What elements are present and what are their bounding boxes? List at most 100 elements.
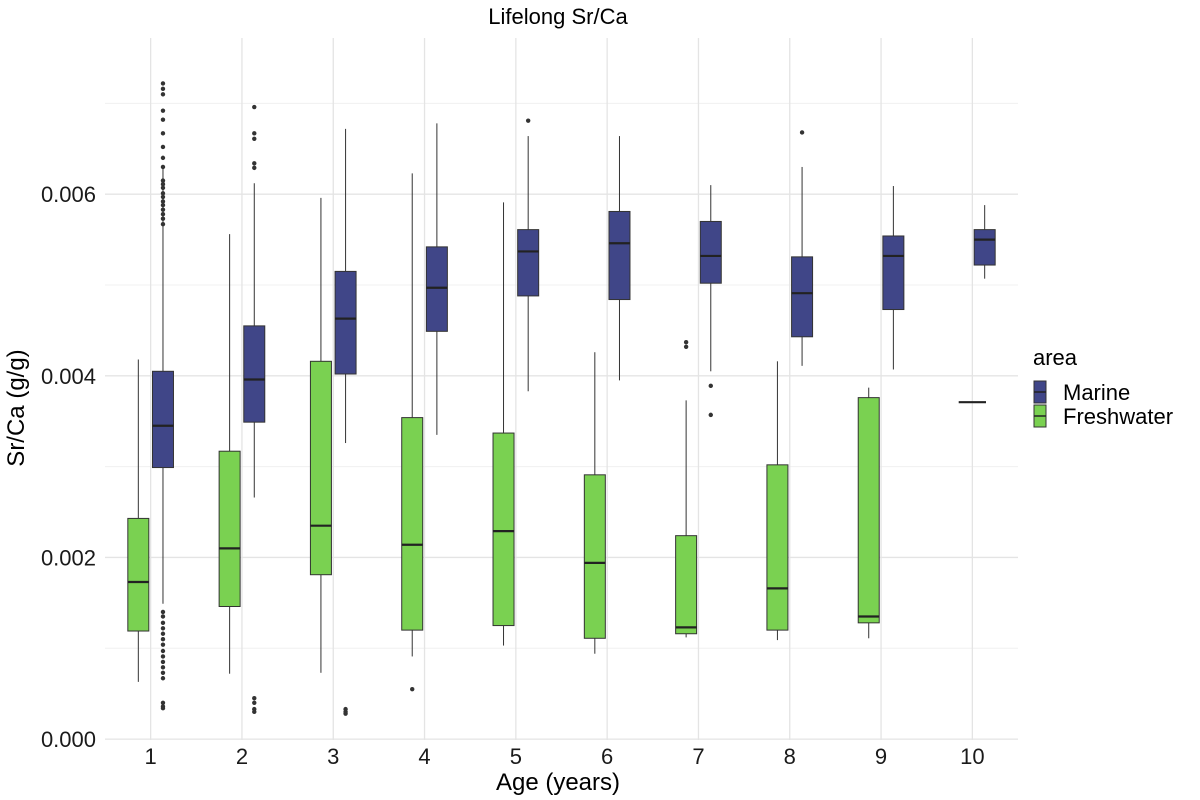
x-tick-label: 5 [510,744,522,769]
box-body [675,535,698,635]
y-tick-label: 0.006 [41,182,96,207]
outlier-point [252,131,257,136]
outlier-point [252,700,257,705]
legend-title: area [1033,345,1078,370]
outlier-point [160,117,166,122]
box-body [882,235,905,311]
box-body [766,464,789,631]
outlier-point [160,670,166,675]
axes: 0.000 0.002 0.004 0.006 1 2 3 4 5 6 7 8 9 10 [41,182,985,769]
outlier-point [160,642,166,647]
box-group [517,118,540,392]
legend-label: Freshwater [1063,404,1173,429]
outlier-point [160,609,166,615]
outlier-point [160,700,166,705]
outlier-point [160,202,166,208]
chart-title: Lifelong Sr/Ca [488,4,628,29]
grid [105,38,1018,740]
outlier-point [160,626,166,631]
x-tick-label: 2 [236,744,248,769]
box-body [492,432,515,627]
outlier-point [160,211,166,217]
box-group [492,202,515,646]
box-group [675,340,698,638]
outlier-point [252,136,257,142]
outlier-point [160,92,166,97]
outlier-point [160,155,166,161]
box-group [218,234,241,674]
box-body [127,517,150,632]
outlier-point [160,620,166,626]
box-body [425,246,448,332]
box-group [973,205,996,279]
outlier-point [160,108,166,113]
x-tick-label: 10 [960,744,984,769]
outlier-point [160,676,166,681]
outlier-point [252,161,257,166]
outlier-point [252,165,257,171]
outlier-point [160,178,166,183]
box-body [151,370,174,469]
outlier-point [160,706,166,711]
box-group [882,186,905,370]
outlier-point [160,144,166,150]
box-group [857,387,880,639]
outlier-point [160,636,166,642]
box-body [401,417,424,631]
box-body [857,397,880,624]
y-tick-label: 0.004 [41,364,96,389]
box-body [583,474,606,639]
box-body [973,229,996,266]
box-group [425,123,448,435]
outlier-point [799,130,805,135]
box-body [517,229,540,297]
outlier-point [160,614,166,619]
box-body [218,450,241,608]
outlier-point [160,648,166,654]
box-group [243,104,266,715]
outlier-point [252,696,257,701]
box-group [151,81,174,711]
outlier-point [160,164,166,170]
box-group [127,359,150,682]
outlier-point [343,711,348,716]
boxes [127,81,996,716]
x-tick-label: 4 [418,744,430,769]
outlier-point [160,631,166,636]
outlier-point [160,191,166,196]
outlier-point [525,118,531,123]
y-tick-label: 0.000 [41,727,96,752]
outlier-point [410,686,415,692]
outlier-point [160,659,166,665]
legend-label: Marine [1063,380,1130,405]
legend-item: Freshwater [1033,404,1173,429]
x-tick-label: 1 [145,744,157,769]
outlier-point [708,412,713,418]
x-tick-label: 7 [692,744,704,769]
box-group [699,185,722,418]
outlier-point [160,216,166,221]
box-group [309,197,332,673]
box-group [583,352,606,654]
box-group [608,136,631,381]
box-body [309,360,332,576]
outlier-point [160,185,166,191]
box-body [608,210,631,301]
outlier-point [708,383,713,389]
outlier-point [683,340,689,345]
outlier-point [160,182,166,187]
box-body [699,220,722,284]
box-group [334,128,357,716]
outlier-point [160,207,166,212]
outlier-point [160,199,166,204]
box-body [243,325,266,423]
outlier-point [160,194,166,200]
outlier-point [252,104,257,110]
x-axis-title: Age (years) [496,769,620,796]
x-tick-label: 8 [784,744,796,769]
outlier-point [160,131,166,136]
outlier-point [160,86,166,92]
